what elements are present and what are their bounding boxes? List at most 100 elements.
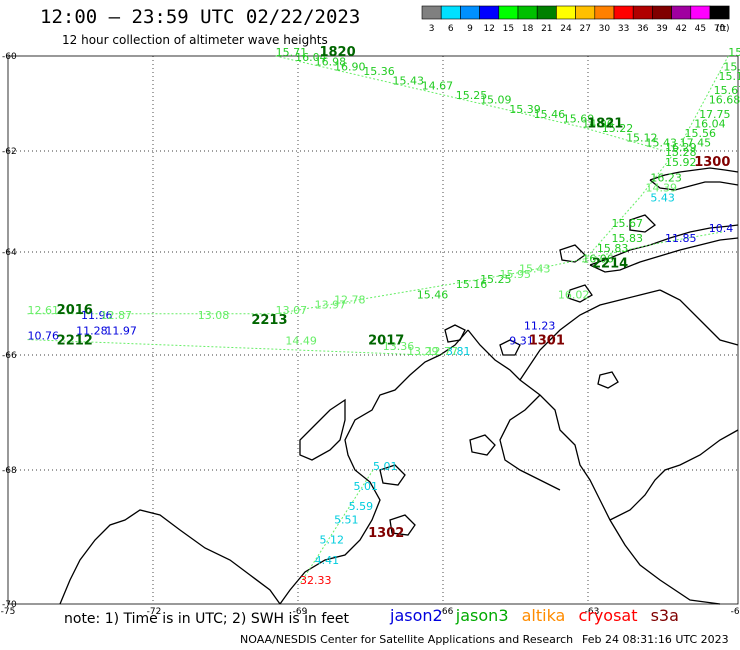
track-id-label: 2017 (368, 334, 404, 349)
wave-reading: 12.87 (100, 309, 132, 322)
track-id-label: 1302 (368, 526, 404, 541)
track-line-3 (27, 339, 427, 356)
wave-reading: 4.41 (315, 554, 340, 567)
wave-reading: 15.92 (665, 156, 697, 169)
lon-label: -72 (147, 607, 162, 617)
track-id-label: 1300 (694, 155, 730, 170)
wave-reading: 15.12 (626, 132, 658, 145)
lon-label: -66 (439, 607, 454, 617)
wave-reading: 15.1 (719, 70, 740, 83)
wave-reading: 3.81 (446, 345, 471, 358)
wave-reading: 15.22 (602, 122, 634, 135)
lon-label: -63 (585, 607, 600, 617)
wave-reading: 32.33 (300, 574, 332, 587)
wave-reading: 16.06 (582, 252, 614, 265)
wave-reading: 5.51 (334, 514, 359, 527)
wave-reading: 5.43 (650, 192, 675, 205)
legend-label-3: 3 (429, 24, 435, 34)
track-id-labels: 1820 1821 1300 2214 1301 2016 2212 2213 2017 1302 (57, 45, 731, 541)
wave-reading: 12.78 (334, 294, 366, 307)
wave-reading: 15.30 (723, 60, 740, 73)
page-title: 12:00 — 23:59 UTC 02/22/2023 (40, 6, 361, 28)
wave-reading: 15.83 (597, 242, 629, 255)
wave-reading: 15.43 (519, 263, 551, 276)
track-id-label: 2212 (57, 334, 93, 349)
wave-reading: 15.36 (363, 65, 395, 78)
wave-reading: 11.96 (81, 309, 113, 322)
map-frame (7, 55, 739, 605)
wave-reading: 10.76 (27, 330, 59, 343)
wave-reading: 15.16 (456, 278, 488, 291)
wave-reading: 17.45 (680, 136, 712, 149)
longitude-labels: -75 -72 -69 -66 -63 -60 (1, 607, 740, 617)
wave-reading: 14.49 (285, 335, 317, 348)
wave-height-readings: 15.7116.0416.9816.9015.3615.4314.6715.25… (27, 46, 740, 587)
lon-label: -60 (731, 607, 740, 617)
wave-reading: 11.23 (524, 319, 556, 332)
lat-label: -62 (2, 147, 17, 157)
wave-reading: 13.29 (407, 345, 439, 358)
wave-reading: 10.4 (709, 222, 734, 235)
wave-reading: 15.43 (646, 136, 678, 149)
color-legend: 3 6 9 12 15 18 21 24 27 30 33 36 39 42 45 70(ft) (421, 5, 730, 34)
generation-timestamp: Feb 24 08:31:16 UTC 2023 (582, 633, 729, 646)
lat-label: -70 (2, 600, 17, 610)
legend-label-70: 70 (714, 24, 726, 34)
lon-label: -69 (293, 607, 308, 617)
lat-label: -68 (2, 466, 17, 476)
wave-reading: 15.39 (509, 103, 541, 116)
satellite-name-jason3: jason3 (455, 606, 509, 625)
wave-reading: 13.07 (276, 304, 308, 317)
legend-label-33: 33 (618, 24, 629, 34)
legend-unit: (ft) (716, 24, 730, 34)
wave-reading: 5.01 (373, 460, 398, 473)
legend-label-9: 9 (467, 24, 473, 34)
wave-reading: 15.83 (611, 232, 643, 245)
wave-reading: 15.28 (665, 146, 697, 159)
wave-reading: 15.67 (714, 84, 740, 97)
legend-label-12: 12 (483, 24, 494, 34)
page-subtitle: 12 hour collection of altimeter wave hei… (62, 33, 328, 47)
legend-label-30: 30 (599, 24, 611, 34)
satellite-name-jason2: jason2 (390, 606, 443, 625)
legend-swatch-70 (709, 5, 730, 20)
wave-reading: 16.68 (709, 94, 740, 107)
wave-reading: 15.67 (611, 217, 643, 230)
wave-reading: 15.95 (500, 268, 532, 281)
wave-reading: 5.59 (349, 500, 374, 513)
track-line-4 (299, 469, 374, 585)
lat-label: -66 (2, 351, 17, 361)
satellite-tracks (27, 55, 729, 585)
satellite-name-s3a: s3a (650, 606, 679, 625)
wave-reading: 16.90 (334, 60, 366, 73)
coastline (59, 167, 739, 605)
wave-reading: 11.28 (76, 324, 108, 337)
wave-reading: 16.98 (315, 56, 347, 69)
legend-label-15: 15 (503, 24, 514, 34)
legend-label-39: 39 (656, 24, 668, 34)
wave-reading: 5.12 (319, 534, 344, 547)
wave-reading: 14.39 (646, 181, 678, 194)
wave-reading: 14.67 (422, 79, 454, 92)
wave-reading: 16.04 (694, 117, 726, 130)
wave-reading: 15.10 (728, 46, 740, 59)
legend-label-27: 27 (579, 24, 590, 34)
track-line-0 (275, 55, 666, 152)
wave-reading: 11.85 (665, 232, 697, 245)
track-id-label: 2213 (251, 313, 287, 328)
wave-reading: 15.09 (480, 94, 512, 107)
satellite-legend: jason2 jason3 altika cryosat s3a (390, 606, 687, 625)
wave-reading: 13.97 (315, 299, 347, 312)
wave-reading: 9.31 (509, 335, 534, 348)
wave-reading: 5.01 (354, 480, 379, 493)
wave-reading: 16.02 (558, 288, 590, 301)
lon-label: -75 (1, 607, 16, 617)
wave-reading: 16.04 (295, 51, 327, 64)
satellite-name-cryosat: cryosat (578, 606, 638, 625)
wave-reading: 15.71 (276, 46, 308, 59)
wave-reading: 15.46 (534, 108, 566, 121)
legend-label-36: 36 (637, 24, 649, 34)
credit-line: NOAA/NESDIS Center for Satellite Applica… (240, 633, 574, 646)
wave-reading: 12.77 (427, 345, 459, 358)
